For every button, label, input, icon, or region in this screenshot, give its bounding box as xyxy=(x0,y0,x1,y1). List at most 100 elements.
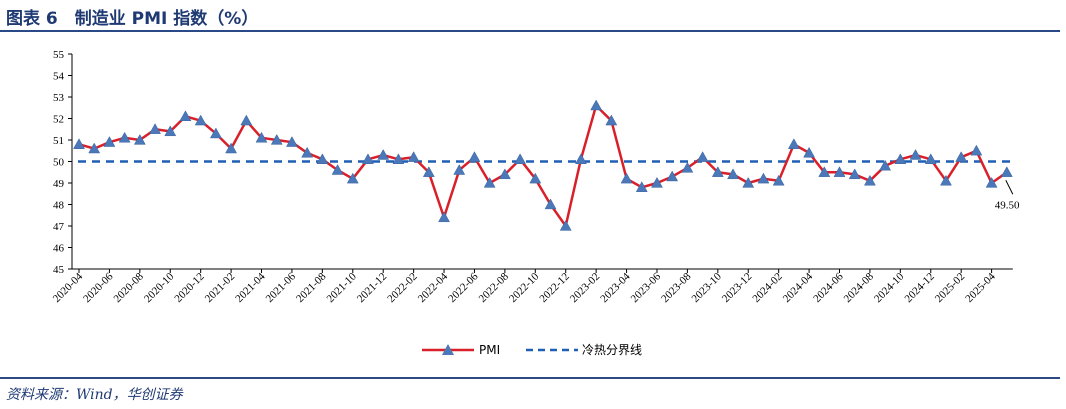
pmi-point-2021-04 xyxy=(255,131,268,143)
x-tick-label: 2022-08 xyxy=(477,270,512,305)
pmi-point-2020-05 xyxy=(88,142,101,154)
pmi-point-2021-12 xyxy=(377,149,390,160)
pmi-point-2020-11 xyxy=(179,110,192,121)
figure-title: 图表 6 制造业 PMI 指数（%） xyxy=(6,9,259,29)
legend-threshold-label: 冷热分界线 xyxy=(582,343,642,357)
pmi-point-2022-02 xyxy=(407,151,420,162)
pmi-point-2023-10 xyxy=(711,166,724,177)
pmi-point-2025-02 xyxy=(955,151,968,162)
source-note: 资料来源：Wind，华创证券 xyxy=(6,387,183,403)
pmi-point-2024-07 xyxy=(848,168,861,180)
y-tick-label: 45 xyxy=(53,264,65,276)
pmi-point-2022-03 xyxy=(422,166,435,177)
chart-axes: 45464748495051525354552020-042020-062020… xyxy=(51,49,1013,305)
pmi-point-2022-07 xyxy=(483,176,496,188)
pmi-point-2022-11 xyxy=(544,198,557,210)
pmi-point-2023-06 xyxy=(651,176,663,188)
pmi-point-2024-09 xyxy=(879,159,892,171)
x-tick-label: 2023-12 xyxy=(720,271,754,305)
pmi-point-2024-10 xyxy=(894,153,907,164)
x-tick-label: 2025-04 xyxy=(963,270,998,305)
pmi-point-2023-01 xyxy=(575,153,587,164)
pmi-point-2021-08 xyxy=(316,153,329,164)
pmi-series-layer xyxy=(73,99,1013,231)
x-tick-label: 2021-08 xyxy=(294,270,329,305)
pmi-point-2020-09 xyxy=(149,123,161,134)
x-tick-label: 2020-06 xyxy=(81,270,116,305)
legend-pmi-label: PMI xyxy=(479,343,500,357)
pmi-point-2022-09 xyxy=(514,153,527,164)
pmi-point-2021-07 xyxy=(301,146,314,158)
pmi-point-2022-08 xyxy=(498,168,511,180)
y-tick-label: 54 xyxy=(53,71,65,83)
annotation-pointer xyxy=(1005,180,1014,195)
pmi-point-2024-05 xyxy=(818,166,831,177)
y-tick-label: 46 xyxy=(53,243,65,255)
x-tick-label: 2022-04 xyxy=(416,270,451,305)
pmi-point-2025-03 xyxy=(970,144,983,156)
x-tick-label: 2022-06 xyxy=(446,270,481,305)
pmi-point-2020-06 xyxy=(103,136,116,147)
legend-pmi-marker xyxy=(442,344,454,355)
pmi-point-2022-12 xyxy=(559,219,572,231)
x-tick-label: 2021-02 xyxy=(203,271,237,305)
x-tick-label: 2022-12 xyxy=(537,271,571,305)
pmi-point-2023-07 xyxy=(666,170,679,182)
x-tick-label: 2021-06 xyxy=(264,270,299,305)
pmi-point-2024-03 xyxy=(787,138,800,149)
pmi-point-2023-02 xyxy=(590,99,603,111)
pmi-point-2021-03 xyxy=(240,114,253,126)
y-tick-label: 51 xyxy=(53,135,64,147)
pmi-point-2022-01 xyxy=(392,153,405,164)
pmi-point-2022-05 xyxy=(453,164,466,175)
pmi-point-2023-11 xyxy=(727,168,739,180)
pmi-point-2024-04 xyxy=(803,146,816,158)
x-tick-label: 2023-08 xyxy=(659,270,694,305)
x-tick-label: 2021-12 xyxy=(355,271,389,305)
pmi-point-2020-08 xyxy=(133,133,146,145)
pmi-point-2021-02 xyxy=(225,142,238,154)
x-tick-label: 2024-10 xyxy=(872,270,907,305)
x-tick-label: 2024-08 xyxy=(842,270,877,305)
pmi-point-2023-05 xyxy=(635,181,648,192)
pmi-point-2024-01 xyxy=(757,172,770,184)
pmi-point-2020-07 xyxy=(118,131,131,143)
x-tick-label: 2023-02 xyxy=(568,271,602,305)
pmi-point-2021-10 xyxy=(346,172,359,184)
chart-legend: PMI 冷热分界线 xyxy=(422,343,642,357)
x-tick-label: 2024-12 xyxy=(902,271,936,305)
x-tick-label: 2020-12 xyxy=(172,271,206,305)
pmi-point-2021-06 xyxy=(286,136,298,147)
x-tick-label: 2022-02 xyxy=(385,271,419,305)
annotation-layer: 49.50 xyxy=(995,180,1020,211)
pmi-point-2023-08 xyxy=(681,161,694,173)
pmi-point-2021-01 xyxy=(209,127,222,139)
pmi-point-2025-01 xyxy=(940,174,952,186)
x-tick-label: 2024-06 xyxy=(811,270,846,305)
y-tick-label: 55 xyxy=(53,49,65,61)
pmi-point-2024-06 xyxy=(833,166,846,177)
pmi-point-2023-12 xyxy=(742,176,755,188)
pmi-point-2023-03 xyxy=(605,114,618,126)
pmi-line xyxy=(78,104,1008,228)
x-tick-label: 2023-10 xyxy=(690,270,725,305)
pmi-point-2021-05 xyxy=(270,133,283,145)
pmi-point-2020-04 xyxy=(73,138,85,149)
x-tick-label: 2020-08 xyxy=(112,270,147,305)
y-tick-label: 49 xyxy=(53,178,65,190)
pmi-point-2022-04 xyxy=(438,211,450,223)
x-tick-label: 2024-02 xyxy=(750,271,784,305)
pmi-point-2023-09 xyxy=(696,151,709,162)
x-tick-label: 2021-10 xyxy=(324,270,359,305)
x-tick-label: 2020-10 xyxy=(142,270,177,305)
pmi-point-2022-10 xyxy=(529,172,542,184)
pmi-point-2021-11 xyxy=(362,153,374,164)
pmi-point-2020-10 xyxy=(164,125,177,137)
y-tick-label: 47 xyxy=(53,221,65,233)
x-tick-label: 2021-04 xyxy=(233,270,268,305)
x-tick-label: 2024-04 xyxy=(781,270,816,305)
y-tick-label: 50 xyxy=(53,157,65,169)
pmi-point-2024-12 xyxy=(924,153,937,164)
pmi-point-2024-11 xyxy=(909,149,922,160)
